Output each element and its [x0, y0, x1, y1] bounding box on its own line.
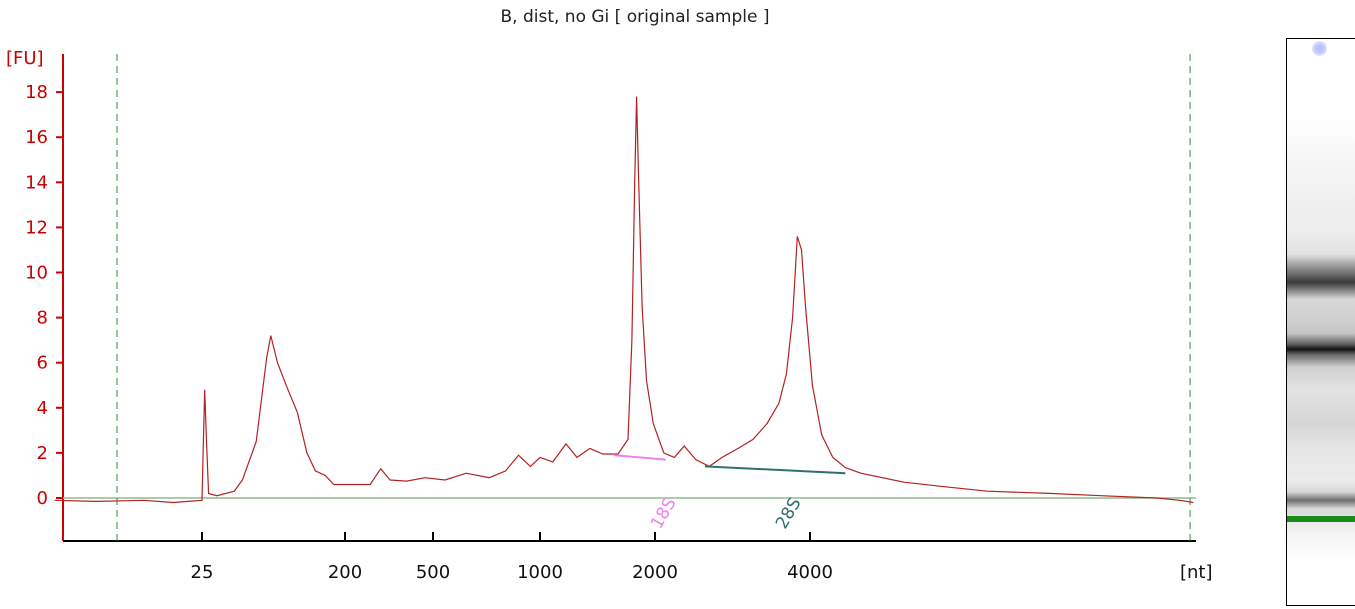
x-tick-label: 2000 — [632, 562, 678, 583]
ribosomal-markers: 18S 28S — [613, 454, 846, 533]
x-axis-unit: [nt] — [1180, 562, 1213, 583]
y-tick-label: 10 — [25, 263, 48, 284]
x-ticks: 25 200 500 1000 2000 4000 — [191, 532, 833, 583]
x-tick-label: 1000 — [517, 562, 563, 583]
y-axis-unit: [FU] — [6, 48, 44, 69]
x-tick-label: 500 — [416, 562, 450, 583]
window-markers — [116, 54, 1191, 541]
rrna-label-28s: 28S — [772, 494, 806, 532]
y-tick-label: 12 — [25, 217, 48, 238]
ladder-spot — [1312, 41, 1327, 56]
fluorescence-trace — [54, 96, 1194, 504]
x-tick-label: 200 — [328, 562, 362, 583]
y-tick-label: 14 — [25, 172, 48, 193]
electropherogram-chart: B, dist, no Gi [ original sample ] [FU] … — [6, 7, 1213, 583]
y-tick-label: 0 — [37, 488, 48, 509]
rrna-baseline-28s — [704, 465, 846, 475]
rrna-label-18s: 18S — [647, 494, 681, 532]
trace-layer — [54, 96, 1194, 504]
gel-lane — [1286, 38, 1355, 606]
y-ticks: 0 2 4 6 8 10 12 14 16 18 — [25, 82, 63, 509]
x-tick-label: 4000 — [787, 562, 833, 583]
x-tick-label: 25 — [191, 562, 214, 583]
y-tick-label: 4 — [37, 398, 48, 419]
y-tick-label: 8 — [37, 308, 48, 329]
y-tick-label: 16 — [25, 127, 48, 148]
gel-marker-band — [1287, 516, 1355, 522]
y-tick-label: 2 — [37, 443, 48, 464]
rrna-baseline-18s — [613, 454, 666, 461]
y-tick-label: 18 — [25, 82, 48, 103]
chart-title: B, dist, no Gi [ original sample ] — [500, 7, 769, 27]
y-tick-label: 6 — [37, 353, 48, 374]
axes: [FU] [nt] — [6, 48, 1213, 583]
